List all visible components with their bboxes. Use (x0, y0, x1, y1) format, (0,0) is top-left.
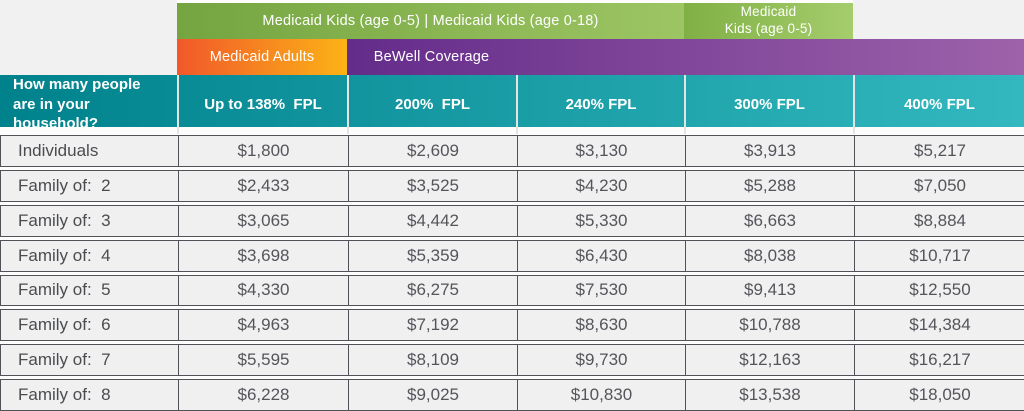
value-cell: $5,359 (348, 240, 517, 271)
header-household-question: How many people are in your household? (13, 76, 145, 132)
value-cell: $4,963 (178, 310, 348, 341)
value-cell: $3,065 (178, 205, 348, 236)
value-cell: $6,663 (685, 205, 854, 236)
row-label: Family of: 2 (1, 170, 178, 201)
value-cell: $7,050 (854, 170, 1024, 201)
value-cell: $5,288 (685, 170, 854, 201)
value-cell: $18,050 (854, 380, 1024, 410)
value-cell: $5,330 (517, 205, 685, 236)
value-cell: $12,163 (685, 345, 854, 376)
value-cell: $8,038 (685, 240, 854, 271)
table-body: Individuals $1,800 $2,609 $3,130 $3,913 … (0, 135, 1024, 411)
value-cell: $2,609 (348, 136, 517, 166)
banner-medicaid-kids-combined: Medicaid Kids (age 0-5) | Medicaid Kids … (177, 3, 684, 39)
value-cell: $8,630 (517, 310, 685, 341)
value-cell: $4,442 (348, 205, 517, 236)
row-label: Family of: 7 (1, 345, 178, 376)
value-cell: $3,525 (348, 170, 517, 201)
column-header-300-fpl: 300% FPL (684, 75, 853, 134)
value-cell: $10,830 (517, 380, 685, 410)
value-cell: $3,913 (685, 136, 854, 166)
table-row: Family of: 6 $4,963 $7,192 $8,630 $10,78… (0, 309, 1024, 342)
value-cell: $4,330 (178, 275, 348, 306)
value-cell: $6,430 (517, 240, 685, 271)
row-label: Family of: 8 (1, 380, 178, 410)
banner-medicaid-kids-age-0-5-line2: Kids (age 0-5) (724, 21, 813, 36)
table-header-row: How many people are in your household? U… (0, 75, 1024, 134)
row-label: Family of: 5 (1, 275, 178, 306)
table-row: Family of: 3 $3,065 $4,442 $5,330 $6,663… (0, 204, 1024, 237)
value-cell: $3,130 (517, 136, 685, 166)
value-cell: $14,384 (854, 310, 1024, 341)
banner-medicaid-adults-label: Medicaid Adults (209, 49, 315, 65)
value-cell: $10,788 (685, 310, 854, 341)
column-header-400-fpl: 400% FPL (853, 75, 1024, 134)
banner-medicaid-kids-age-0-5-line1: Medicaid (740, 4, 797, 20)
value-cell: $8,884 (854, 205, 1024, 236)
banner-medicaid-kids-age-0-5: Medicaid Kids (age 0-5) (684, 3, 853, 39)
row-label: Family of: 4 (1, 240, 178, 271)
row-label: Family of: 6 (1, 310, 178, 341)
table-row: Family of: 7 $5,595 $8,109 $9,730 $12,16… (0, 344, 1024, 377)
column-header-200-fpl: 200% FPL (347, 75, 516, 134)
top-right-filler (853, 0, 1024, 39)
banner-medicaid-kids-combined-label: Medicaid Kids (age 0-5) | Medicaid Kids … (262, 13, 599, 29)
value-cell: $7,192 (348, 310, 517, 341)
banner-bewell-coverage: BeWell Coverage (347, 39, 1024, 75)
value-cell: $10,717 (854, 240, 1024, 271)
row-label: Family of: 3 (1, 205, 178, 236)
table-row: Family of: 5 $4,330 $6,275 $7,530 $9,413… (0, 274, 1024, 307)
value-cell: $9,730 (517, 345, 685, 376)
banner-medicaid-adults: Medicaid Adults (177, 39, 347, 75)
banner-bewell-coverage-label: BeWell Coverage (373, 49, 490, 65)
table-row: Family of: 2 $2,433 $3,525 $4,230 $5,288… (0, 169, 1024, 202)
column-header-240-fpl: 240% FPL (516, 75, 684, 134)
value-cell: $7,530 (517, 275, 685, 306)
value-cell: $3,698 (178, 240, 348, 271)
value-cell: $12,550 (854, 275, 1024, 306)
value-cell: $6,275 (348, 275, 517, 306)
value-cell: $2,433 (178, 170, 348, 201)
value-cell: $5,595 (178, 345, 348, 376)
value-cell: $6,228 (178, 380, 348, 410)
row-label: Individuals (1, 136, 178, 166)
value-cell: $8,109 (348, 345, 517, 376)
value-cell: $13,538 (685, 380, 854, 410)
table-row: Family of: 8 $6,228 $9,025 $10,830 $13,5… (0, 379, 1024, 411)
column-header-up-to-138-fpl: Up to 138% FPL (177, 75, 347, 134)
table-row: Family of: 4 $3,698 $5,359 $6,430 $8,038… (0, 239, 1024, 272)
table-row: Individuals $1,800 $2,609 $3,130 $3,913 … (0, 135, 1024, 167)
top-left-filler (0, 0, 177, 75)
value-cell: $1,800 (178, 136, 348, 166)
value-cell: $9,413 (685, 275, 854, 306)
value-cell: $9,025 (348, 380, 517, 410)
value-cell: $4,230 (517, 170, 685, 201)
value-cell: $5,217 (854, 136, 1024, 166)
value-cell: $16,217 (854, 345, 1024, 376)
